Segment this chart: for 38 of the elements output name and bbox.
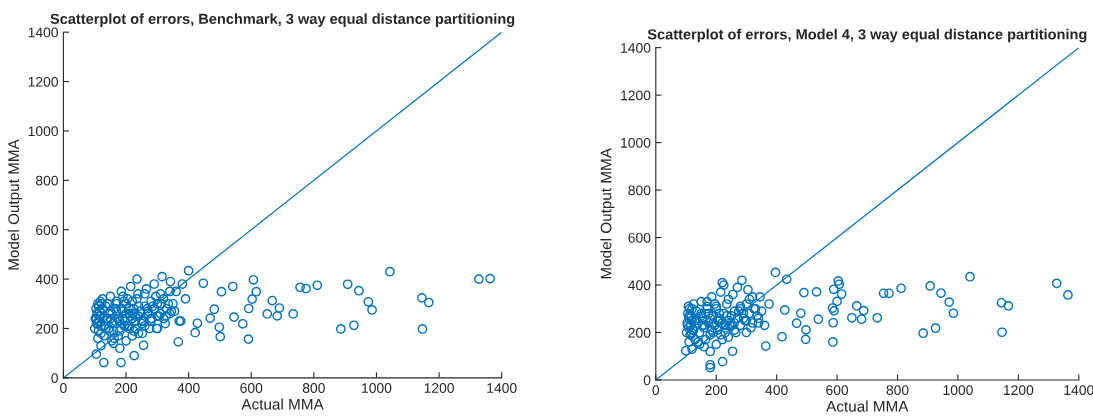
x-tick-label: 600 <box>240 383 263 393</box>
x-tick-label: 1200 <box>424 383 454 393</box>
x-tick-label: 600 <box>826 385 849 396</box>
y-tick-label: 1000 <box>28 126 58 137</box>
x-tick-label: 0 <box>652 385 660 396</box>
y-tick-label: 1400 <box>28 27 58 38</box>
y-tick-label: 0 <box>643 375 651 386</box>
x-tick-label: 1000 <box>943 385 973 396</box>
x-tick-label: 1400 <box>1064 385 1093 396</box>
x-tick-label: 800 <box>886 385 909 396</box>
x-tick-label: 800 <box>302 383 325 393</box>
x-tick-label: 200 <box>705 385 728 396</box>
y-tick-label: 800 <box>628 185 651 196</box>
x-tick-label: 400 <box>177 383 200 393</box>
y-tick-label: 600 <box>36 225 58 235</box>
y-tick-label: 1200 <box>28 76 58 87</box>
y-tick-label: 1200 <box>621 90 651 101</box>
y-tick-label: 600 <box>628 232 651 243</box>
x-tick-label: 0 <box>60 383 67 393</box>
x-tick-label: 200 <box>115 383 138 393</box>
x-axis-title: Actual MMA <box>826 400 909 412</box>
chart-title: Scatterplot of errors, Benchmark, 3 way equal distance partitioning <box>50 13 515 27</box>
y-axis-title: Model Output MMA <box>600 148 615 279</box>
x-tick-label: 1200 <box>1003 385 1034 396</box>
y-tick-label: 200 <box>628 327 651 338</box>
chart-title: Scatterplot of errors, Model 4, 3 way equal distance partitioning <box>647 28 1087 43</box>
x-tick-label: 1400 <box>487 383 517 393</box>
x-tick-label: 400 <box>765 385 788 396</box>
y-tick-label: 0 <box>51 373 58 384</box>
x-axis-title: Actual MMA <box>241 398 324 410</box>
y-tick-label: 1000 <box>621 137 651 148</box>
y-tick-label: 800 <box>35 175 58 186</box>
y-tick-label: 400 <box>35 274 58 285</box>
x-tick-label: 1000 <box>362 383 392 393</box>
y-tick-label: 400 <box>628 280 651 291</box>
y-tick-label: 200 <box>36 323 58 334</box>
y-axis-title: Model Output MMA <box>7 139 23 270</box>
y-tick-label: 1400 <box>621 42 651 53</box>
